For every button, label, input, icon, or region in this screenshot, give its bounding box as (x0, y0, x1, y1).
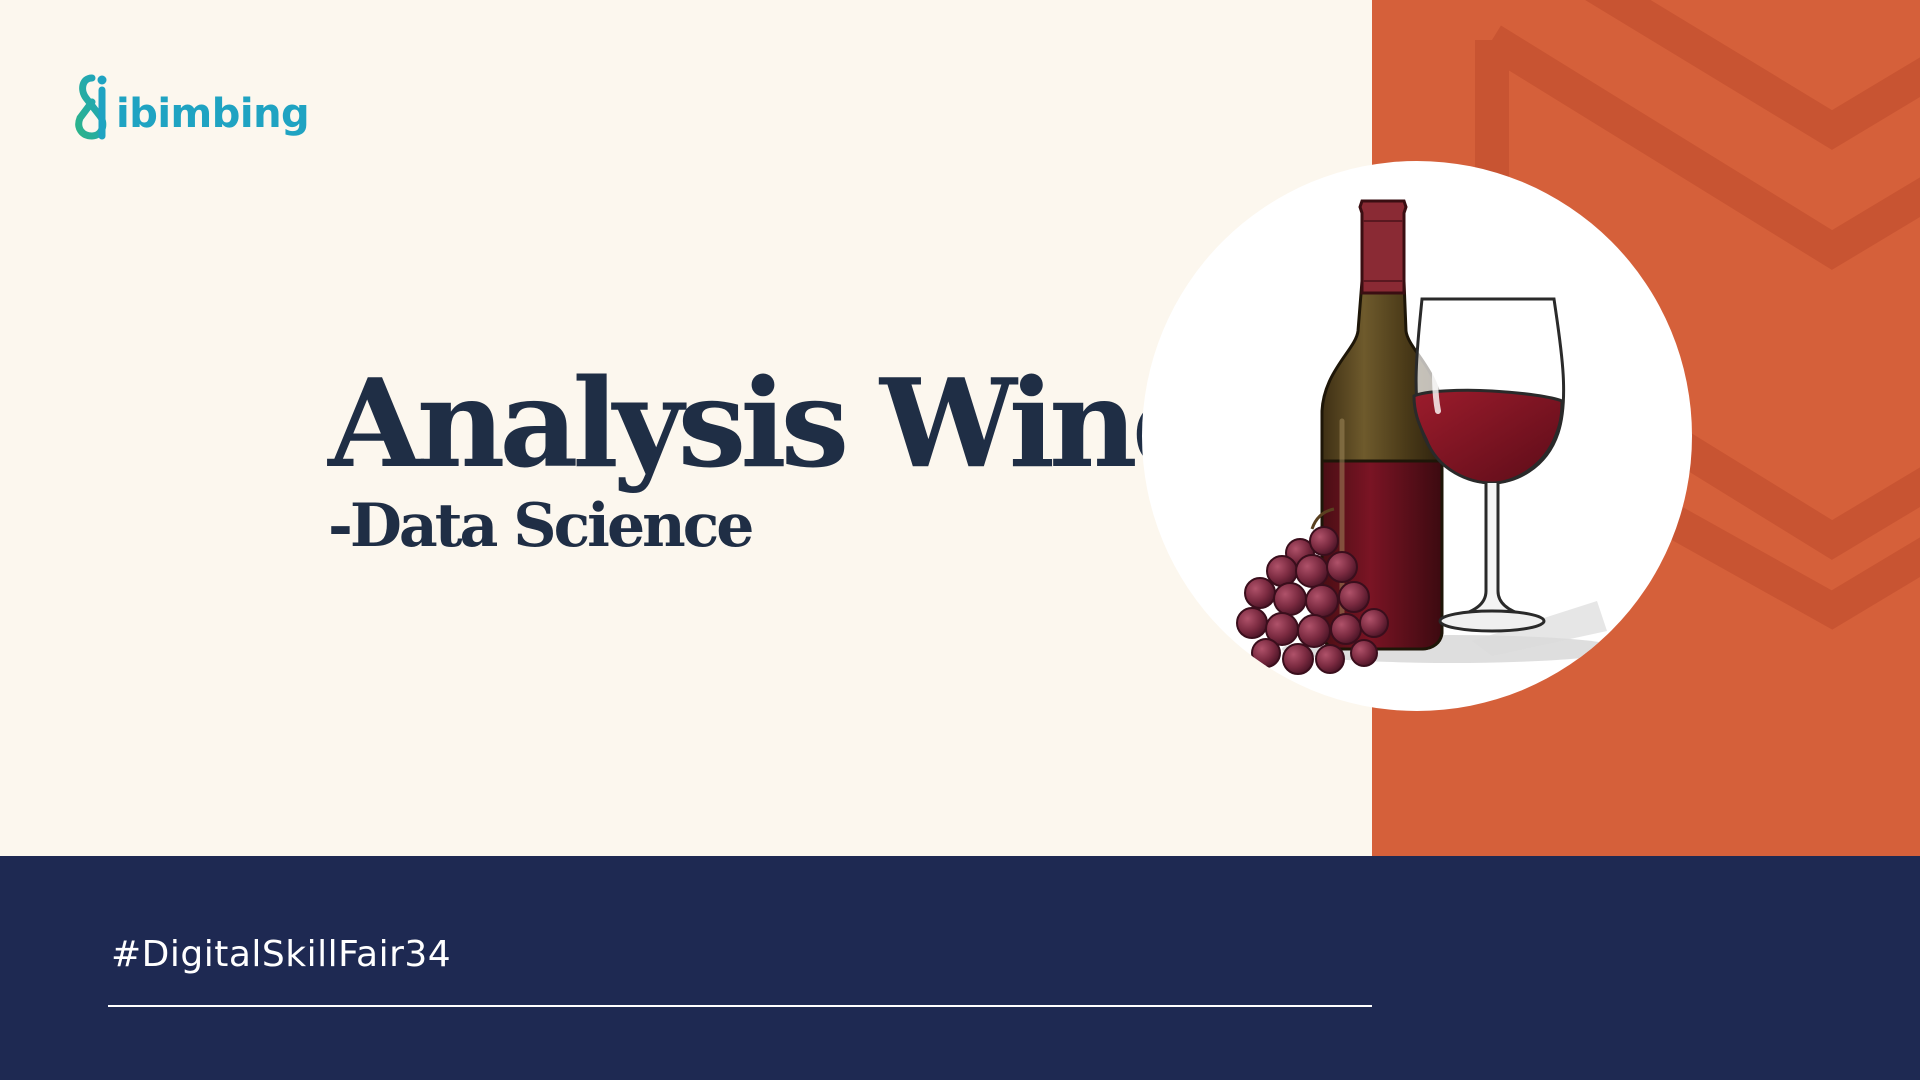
logo-wordmark: ibimbing (116, 91, 310, 137)
title-block: Analysis Wine -Data Science (328, 351, 1209, 561)
wine-bottle-glass-grapes-illustration (1236, 199, 1622, 675)
footer-divider (108, 1005, 1372, 1007)
page-title: Analysis Wine (328, 351, 1209, 495)
ibimbing-logo: ibimbing (66, 72, 310, 144)
ibimbing-logo-icon (75, 74, 107, 140)
hashtag-label: #DigitalSkillFair34 (111, 934, 452, 975)
footer-band (0, 856, 1920, 1080)
page-subtitle: -Data Science (328, 491, 754, 561)
illustration-circle (1142, 161, 1692, 711)
